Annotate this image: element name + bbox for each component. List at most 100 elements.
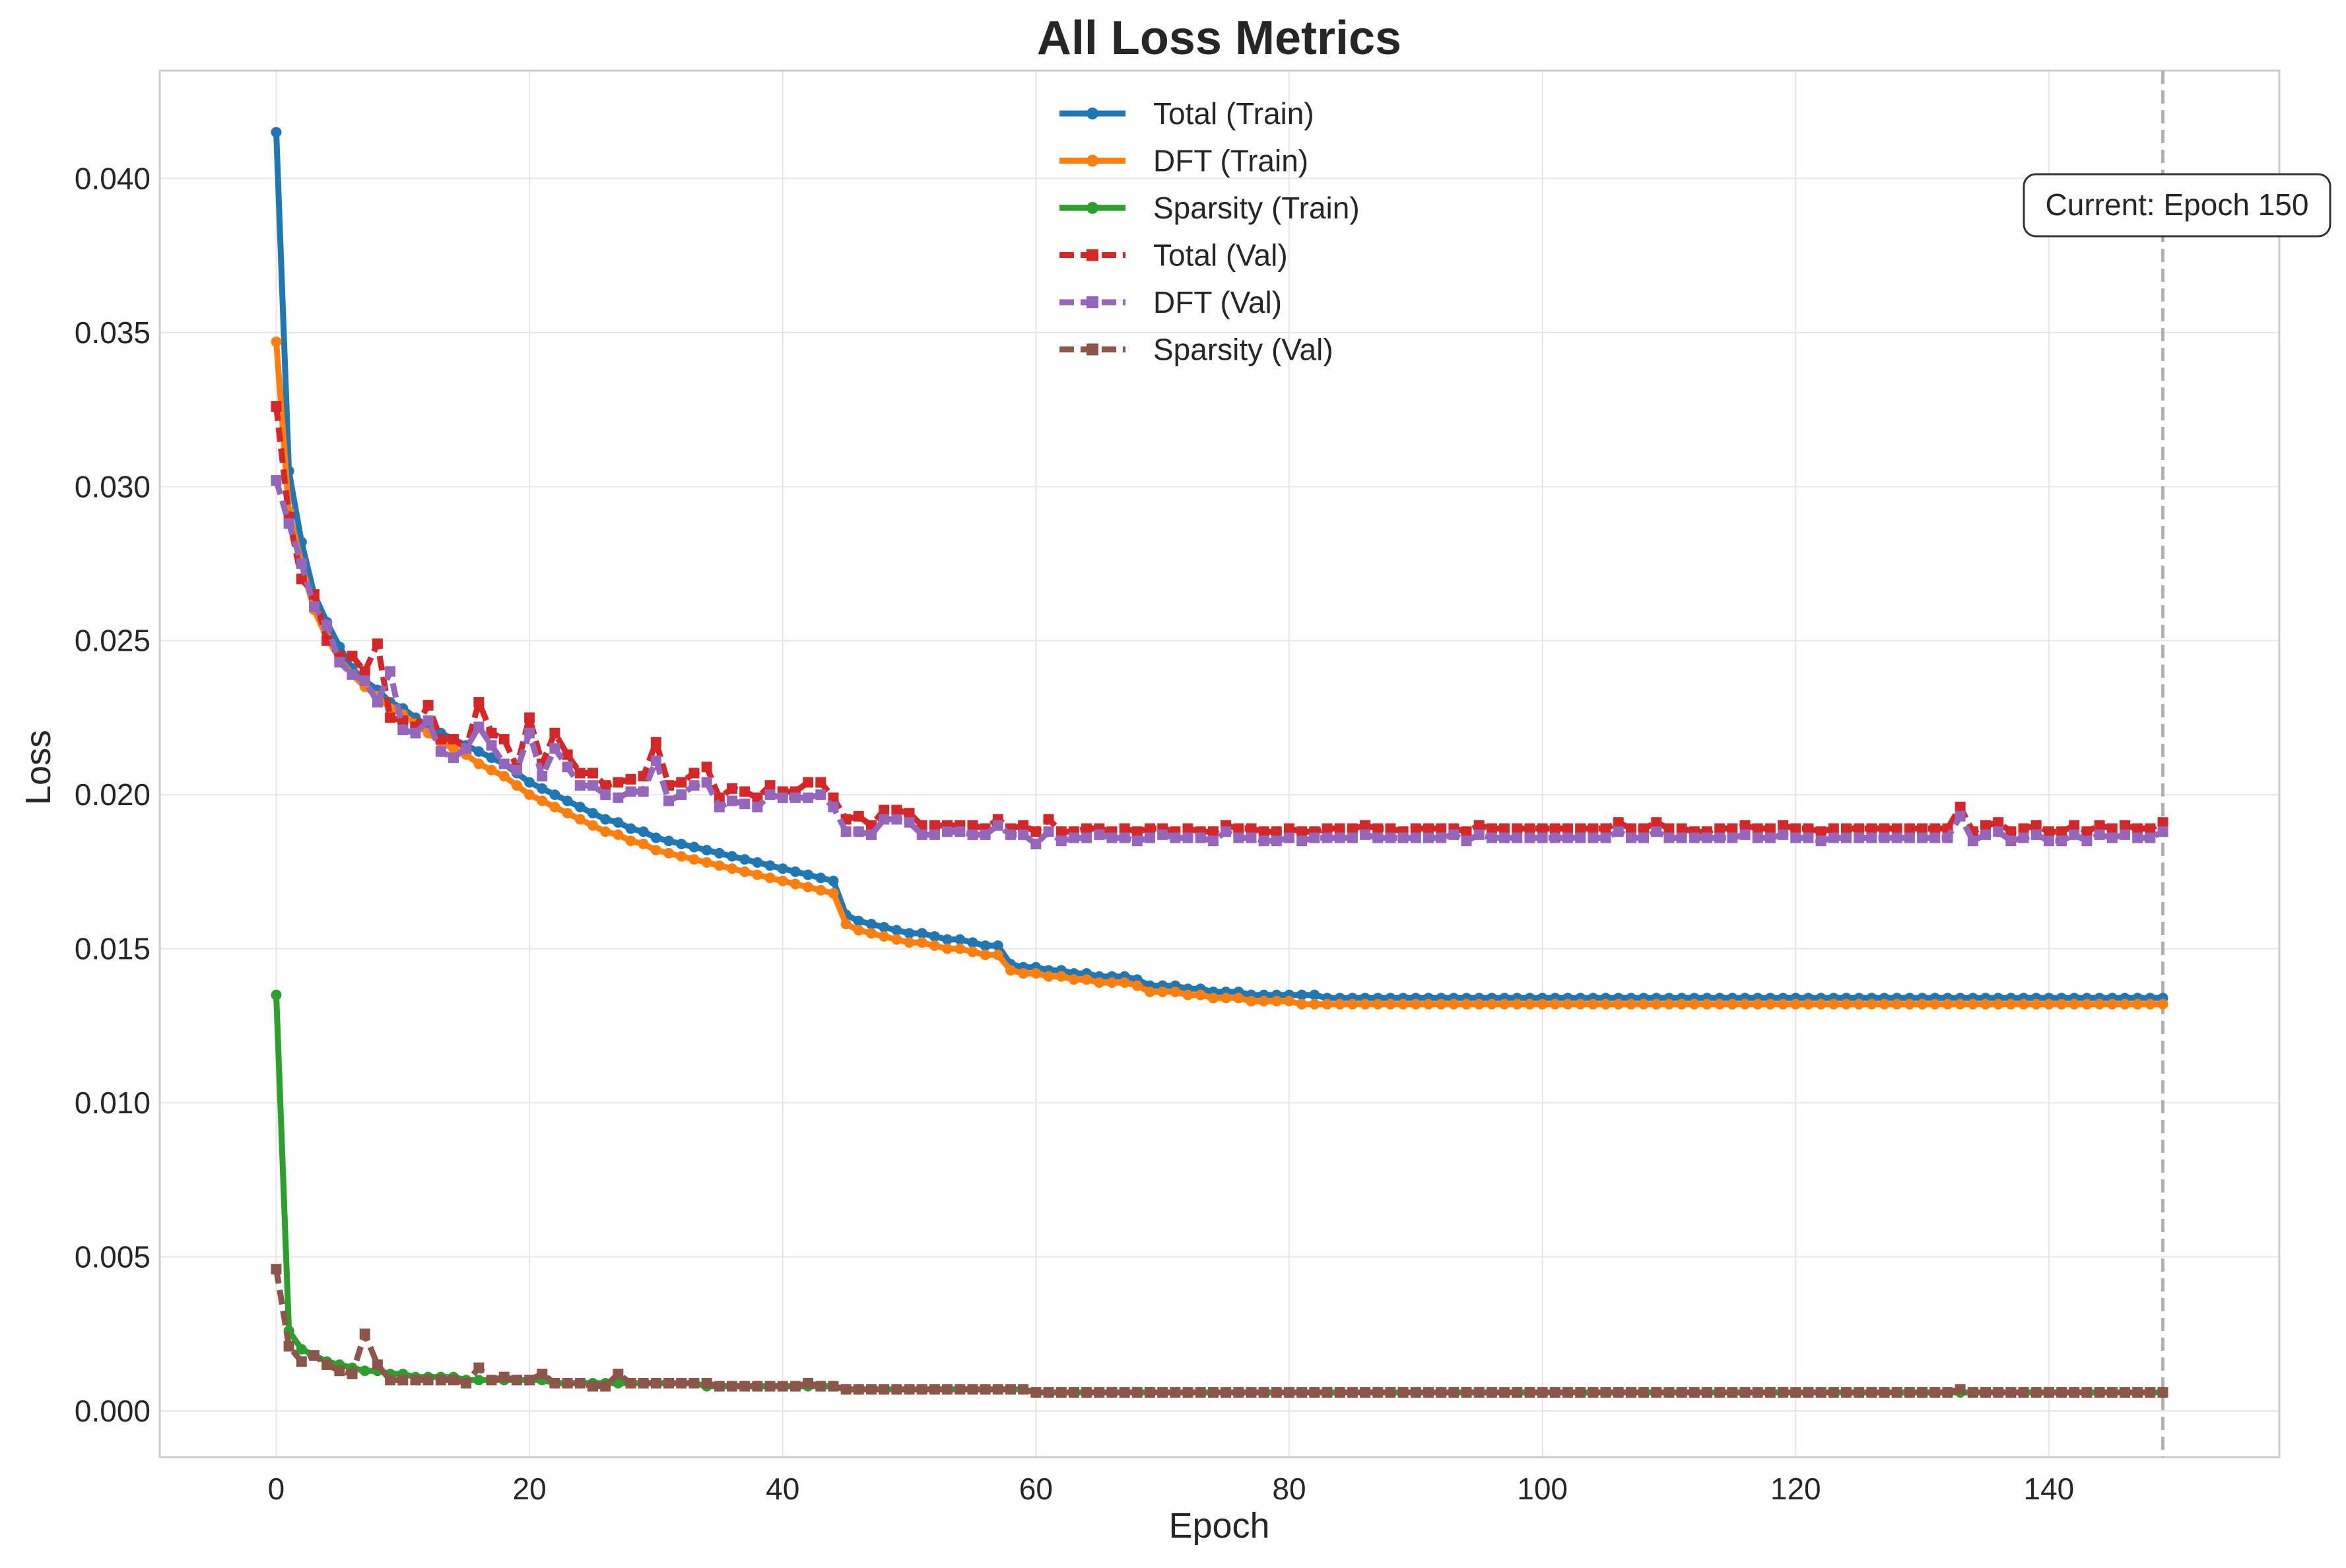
data-point: [1283, 823, 1294, 834]
data-point: [1714, 832, 1726, 843]
data-point: [1803, 832, 1814, 843]
data-point: [688, 841, 700, 853]
data-point: [2157, 817, 2168, 828]
data-point: [1854, 998, 1865, 1010]
data-point: [1866, 823, 1877, 834]
series-sparsity-val: [271, 1264, 2168, 1398]
plot-frame: [158, 69, 2281, 1458]
data-point: [904, 817, 915, 828]
data-point: [1613, 817, 1624, 828]
data-point: [2145, 823, 2156, 834]
data-point: [296, 558, 307, 570]
data-point: [1904, 832, 1915, 843]
data-point: [1195, 832, 1206, 843]
data-point: [828, 801, 839, 812]
data-point: [600, 789, 611, 800]
data-point: [1106, 832, 1118, 843]
data-point: [587, 808, 599, 819]
data-point: [562, 795, 573, 806]
data-point: [1967, 835, 1978, 847]
data-point: [1625, 832, 1636, 843]
data-point: [2043, 998, 2054, 1010]
data-point: [1145, 986, 1156, 997]
data-point: [764, 860, 776, 871]
data-point: [2106, 832, 2118, 843]
data-point: [1195, 1387, 1206, 1398]
data-point: [448, 752, 459, 764]
legend-marker: [1087, 108, 1098, 119]
data-point: [727, 1381, 738, 1392]
data-point: [296, 1344, 307, 1355]
y-tick-label: 0.000: [75, 1394, 151, 1428]
data-point: [1499, 832, 1510, 843]
data-point: [1955, 998, 1966, 1010]
data-point: [422, 715, 434, 727]
data-point: [2106, 1387, 2118, 1398]
data-point: [549, 1377, 560, 1388]
data-point: [1056, 835, 1067, 847]
data-point: [1638, 1387, 1650, 1398]
data-point: [727, 795, 738, 806]
data-point: [992, 940, 1003, 951]
data-point: [498, 1371, 510, 1383]
y-axis-label: Loss: [18, 730, 58, 805]
data-point: [2005, 1387, 2017, 1398]
data-point: [929, 829, 940, 840]
data-point: [1803, 998, 1814, 1010]
data-point: [866, 829, 877, 840]
data-point: [1030, 838, 1042, 849]
data-point: [739, 866, 751, 877]
data-point: [815, 872, 826, 884]
data-point: [1448, 1387, 1459, 1398]
data-point: [1473, 1387, 1485, 1398]
data-point: [473, 697, 485, 708]
data-point: [1170, 986, 1181, 997]
data-point: [1043, 814, 1054, 825]
data-point: [1600, 823, 1611, 834]
data-point: [1347, 823, 1358, 834]
data-point: [916, 937, 927, 948]
data-point: [929, 820, 940, 831]
data-point: [271, 127, 282, 138]
data-point: [410, 727, 421, 738]
data-point: [1056, 1387, 1067, 1398]
data-point: [1486, 998, 1497, 1010]
data-point: [967, 937, 978, 948]
data-point: [701, 1377, 712, 1388]
data-point: [1739, 998, 1751, 1010]
data-point: [1549, 832, 1560, 843]
data-point: [1473, 998, 1485, 1010]
data-point: [1701, 832, 1712, 843]
data-point: [853, 826, 864, 837]
data-point: [410, 1375, 421, 1386]
data-point: [1524, 823, 1535, 834]
data-point: [752, 857, 763, 868]
data-point: [815, 789, 826, 800]
data-point: [2018, 998, 2029, 1010]
data-point: [752, 1381, 763, 1392]
y-axis-ticks: 0.000 0.005 0.010 0.015 0.020 0.025 0.030 0.035…: [75, 161, 151, 1428]
data-point: [486, 727, 497, 738]
data-point: [942, 826, 953, 837]
data-point: [1461, 826, 1472, 837]
data-point: [1562, 1387, 1573, 1398]
data-point: [1929, 832, 1941, 843]
data-point: [1752, 832, 1763, 843]
data-point: [2043, 1387, 2054, 1398]
data-point: [1752, 1387, 1763, 1398]
data-point: [1119, 977, 1130, 988]
data-point: [777, 792, 788, 803]
data-point: [688, 780, 700, 791]
data-point: [2106, 998, 2118, 1010]
data-point: [1372, 832, 1384, 843]
data-point: [904, 808, 915, 819]
data-point: [511, 780, 522, 791]
data-point: [1322, 998, 1333, 1010]
data-point: [1524, 998, 1535, 1010]
data-point: [1993, 817, 2004, 828]
data-point: [1081, 832, 1092, 843]
data-point: [752, 801, 763, 812]
data-point: [309, 1350, 320, 1361]
legend-label: Sparsity (Val): [1153, 333, 1333, 367]
